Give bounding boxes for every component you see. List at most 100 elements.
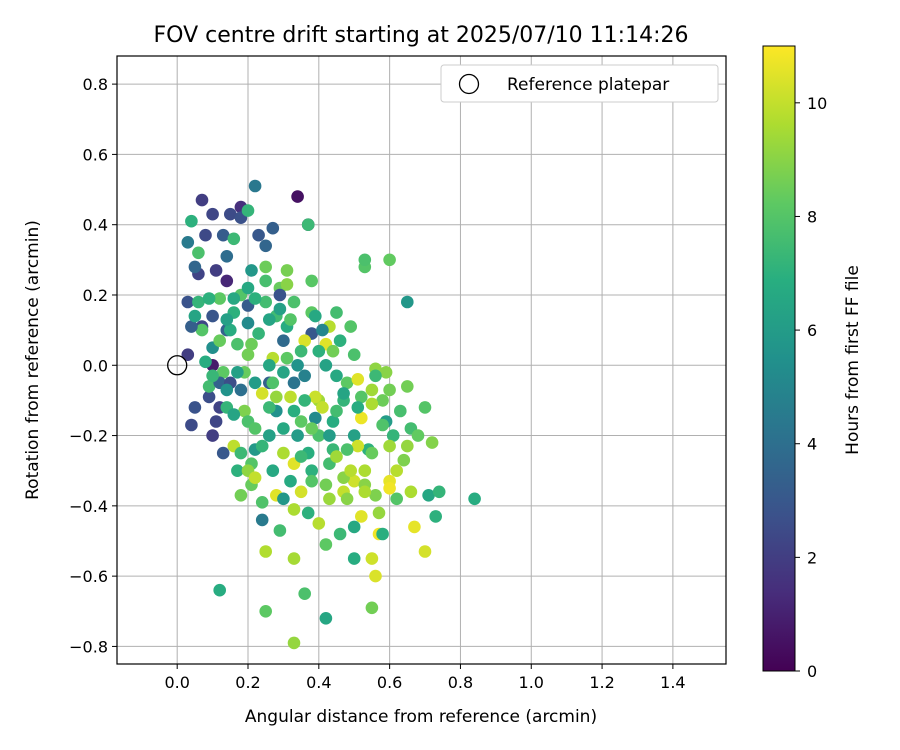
data-point (245, 337, 258, 351)
data-point (351, 401, 365, 414)
colorbar-tick-label: 10 (807, 94, 827, 113)
legend-box (440, 64, 719, 103)
colorbar-tick-label: 6 (807, 321, 817, 340)
data-point (347, 348, 361, 362)
data-point (255, 513, 269, 527)
data-point (206, 429, 219, 442)
data-point (259, 295, 273, 309)
data-point (206, 309, 219, 323)
colorbar-tick-label: 8 (807, 207, 817, 226)
data-point (263, 429, 276, 442)
data-point (365, 397, 379, 411)
data-point (365, 552, 379, 565)
data-point (305, 422, 319, 435)
data-point (199, 355, 212, 369)
data-point (344, 320, 358, 333)
data-point (422, 489, 435, 502)
data-point (209, 264, 223, 277)
data-point (234, 446, 248, 460)
data-point (309, 411, 322, 425)
data-point (330, 306, 343, 319)
data-point (213, 292, 226, 305)
data-point (369, 489, 382, 502)
data-point (425, 436, 439, 449)
y-tick-label: −0.8 (69, 637, 108, 656)
data-point (333, 527, 347, 541)
data-point (287, 295, 301, 309)
y-tick-label: 0.0 (83, 356, 108, 375)
x-axis-label: Angular distance from reference (arcmin) (245, 707, 597, 727)
data-point (266, 221, 280, 235)
data-point (234, 383, 248, 397)
colorbar: 0 2 4 6 8 10 Hours from first FF file (762, 45, 863, 681)
data-point (394, 404, 407, 418)
data-point (181, 295, 195, 309)
data-point (248, 292, 262, 305)
data-point (277, 422, 290, 435)
data-point (213, 334, 226, 348)
data-point (355, 411, 368, 425)
data-point (323, 492, 336, 506)
data-point (351, 373, 365, 386)
data-point (220, 383, 234, 397)
data-point (340, 376, 354, 390)
y-tick-label: −0.4 (69, 497, 108, 516)
x-axis: 0.0 0.2 0.4 0.6 0.8 1.0 1.2 1.4 (164, 664, 686, 692)
data-point (358, 485, 372, 499)
data-point (259, 545, 273, 558)
data-point (266, 376, 280, 390)
data-point (347, 474, 361, 488)
data-point (301, 218, 315, 231)
x-tick-label: 1.0 (519, 673, 544, 692)
data-point (358, 464, 372, 478)
data-point (330, 450, 343, 463)
data-point (355, 390, 368, 404)
data-point (238, 404, 251, 418)
data-point (309, 309, 322, 323)
data-point (319, 538, 333, 551)
data-point (263, 313, 276, 326)
data-point (298, 394, 312, 407)
data-point (365, 383, 379, 397)
data-point (386, 429, 400, 442)
data-point (195, 323, 209, 337)
data-point (185, 418, 198, 432)
legend-label: Reference platepar (507, 75, 669, 95)
data-point (294, 415, 308, 428)
data-point (376, 527, 389, 541)
data-point (259, 605, 273, 618)
data-point (280, 278, 294, 291)
data-point (432, 485, 446, 499)
y-tick-label: 0.2 (83, 286, 108, 305)
data-point (401, 380, 414, 393)
data-point (301, 506, 315, 520)
data-point (319, 478, 333, 492)
data-point (383, 253, 396, 267)
y-tick-label: −0.6 (69, 567, 108, 586)
data-point (305, 464, 319, 478)
data-point (231, 366, 244, 379)
data-point (241, 204, 255, 217)
data-point (284, 313, 297, 326)
colorbar-tick-label: 4 (807, 435, 817, 454)
data-point (241, 316, 255, 330)
data-point (277, 366, 290, 379)
data-point (185, 320, 198, 333)
data-point (277, 492, 290, 506)
data-point (252, 228, 265, 242)
data-point (195, 193, 209, 207)
data-point (319, 612, 333, 625)
data-point (294, 450, 308, 463)
data-point (287, 404, 301, 418)
data-point (305, 474, 319, 488)
data-point (298, 587, 312, 600)
y-tick-label: −0.2 (69, 427, 108, 446)
data-point (273, 302, 287, 316)
colorbar-label: Hours from first FF file (843, 265, 863, 455)
data-point (248, 179, 262, 193)
data-point (298, 369, 312, 383)
data-point (316, 401, 329, 414)
data-point (227, 292, 241, 305)
data-point (259, 274, 273, 288)
x-tick-label: 0.6 (377, 673, 402, 692)
